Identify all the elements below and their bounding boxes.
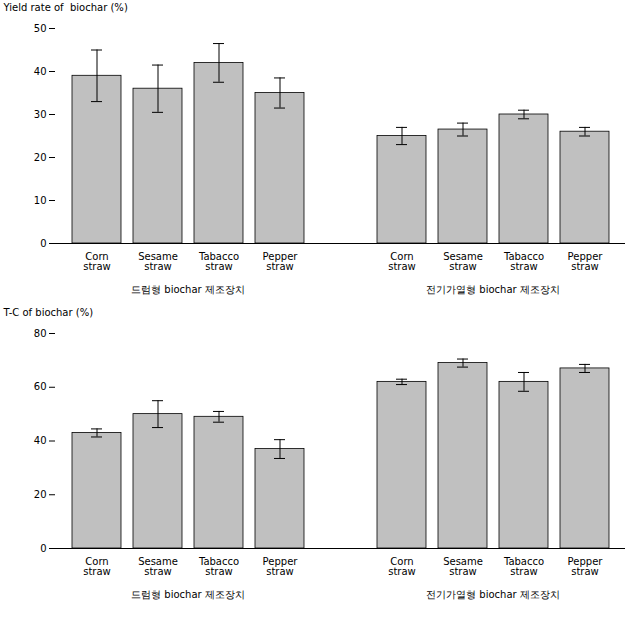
svg-text:10: 10 xyxy=(34,195,47,206)
svg-text:Yield rate of biochar (%): Yield rate of biochar (%) xyxy=(3,2,128,13)
svg-text:60: 60 xyxy=(34,381,47,392)
svg-text:20: 20 xyxy=(34,152,47,163)
svg-text:Tabaccostraw: Tabaccostraw xyxy=(198,556,239,577)
svg-text:80: 80 xyxy=(34,328,47,339)
svg-text:40: 40 xyxy=(34,66,47,77)
svg-text:Sesamestraw: Sesamestraw xyxy=(138,251,178,272)
svg-text:전기가열형 biochar 제조장치: 전기가열형 biochar 제조장치 xyxy=(426,284,560,295)
svg-text:Pepperstraw: Pepperstraw xyxy=(568,556,604,577)
svg-text:Sesamestraw: Sesamestraw xyxy=(443,556,483,577)
svg-text:T-C of biochar (%): T-C of biochar (%) xyxy=(3,307,94,318)
svg-text:0: 0 xyxy=(40,543,46,554)
svg-text:20: 20 xyxy=(34,489,47,500)
svg-text:전기가열형 biochar 제조장치: 전기가열형 biochar 제조장치 xyxy=(426,589,560,600)
svg-text:Cornstraw: Cornstraw xyxy=(83,251,111,272)
svg-text:Sesamestraw: Sesamestraw xyxy=(443,251,483,272)
svg-text:Tabaccostraw: Tabaccostraw xyxy=(503,251,544,272)
svg-text:Cornstraw: Cornstraw xyxy=(83,556,111,577)
svg-text:Tabaccostraw: Tabaccostraw xyxy=(503,556,544,577)
svg-text:50: 50 xyxy=(34,23,47,34)
svg-text:Sesamestraw: Sesamestraw xyxy=(138,556,178,577)
svg-text:Pepperstraw: Pepperstraw xyxy=(568,251,604,272)
svg-text:Cornstraw: Cornstraw xyxy=(388,251,416,272)
svg-text:Cornstraw: Cornstraw xyxy=(388,556,416,577)
svg-text:Pepperstraw: Pepperstraw xyxy=(263,251,299,272)
svg-text:0: 0 xyxy=(40,238,46,249)
svg-text:드럼형 biochar 제조장치: 드럼형 biochar 제조장치 xyxy=(131,284,245,295)
svg-text:30: 30 xyxy=(34,109,47,120)
svg-text:Pepperstraw: Pepperstraw xyxy=(263,556,299,577)
svg-text:Tabaccostraw: Tabaccostraw xyxy=(198,251,239,272)
svg-text:40: 40 xyxy=(34,435,47,446)
svg-text:드럼형 biochar 제조장치: 드럼형 biochar 제조장치 xyxy=(131,589,245,600)
